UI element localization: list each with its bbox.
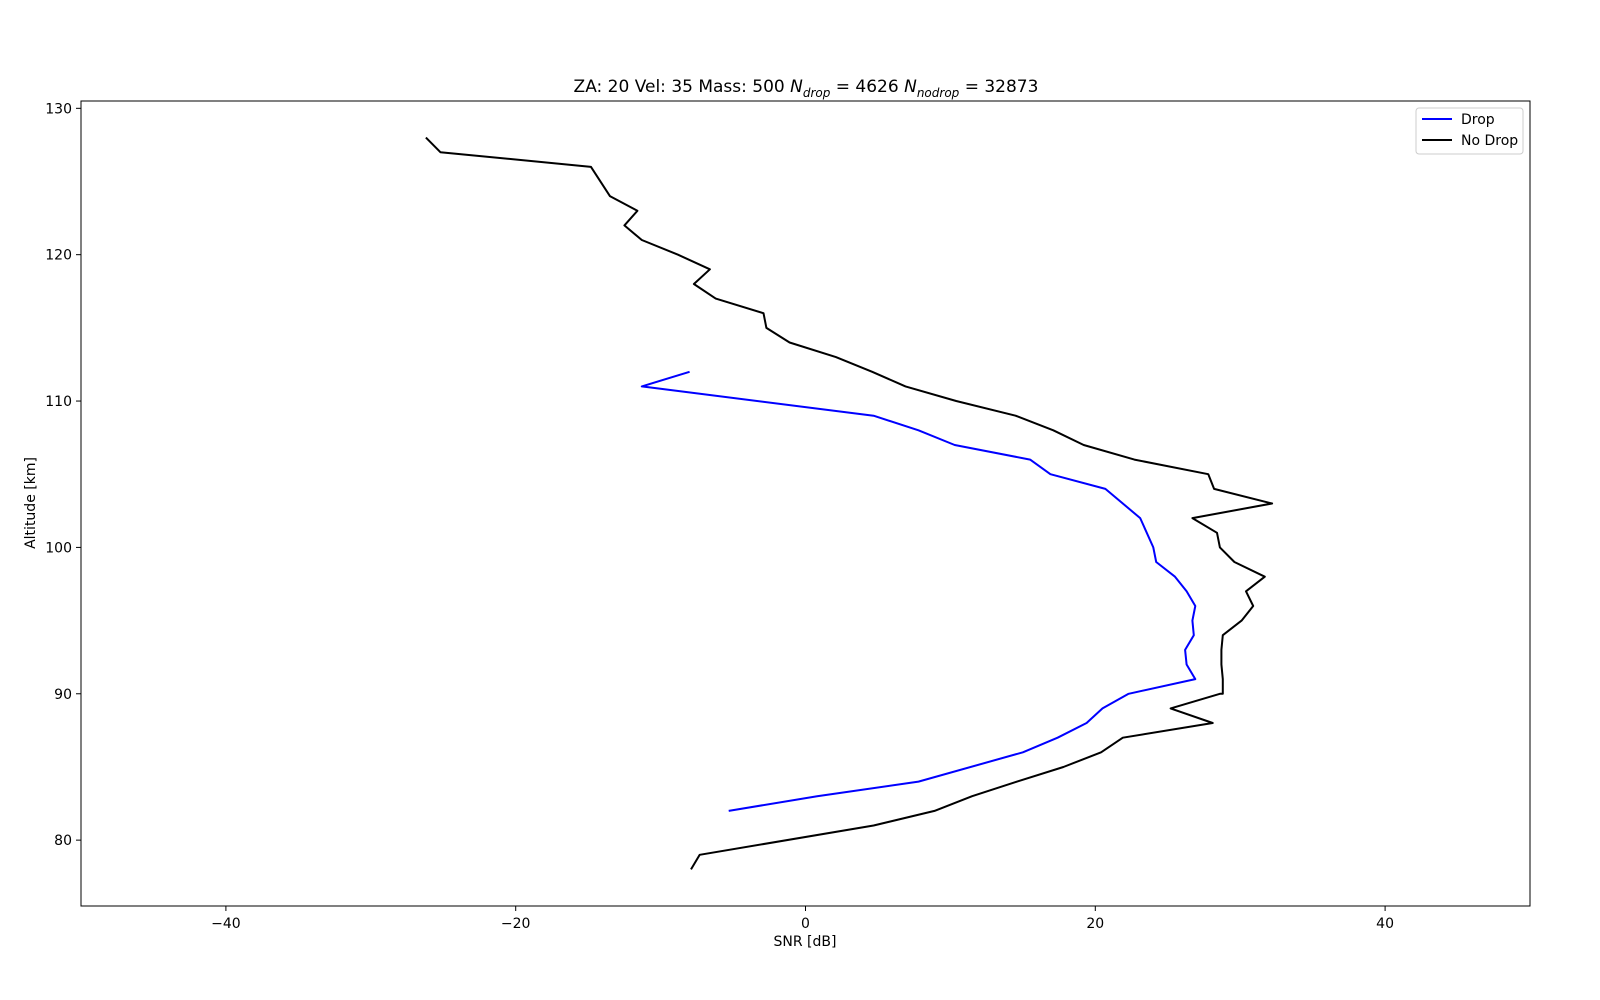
y-axis-label: Altitude [km] (23, 457, 39, 549)
plot-area (80, 100, 1531, 907)
y-tick-label: 130 (45, 101, 72, 117)
legend-label-no-drop: No Drop (1461, 133, 1518, 149)
y-tick-label: 100 (45, 540, 72, 556)
x-axis: −40 −20 0 20 40 (211, 906, 1394, 932)
legend: Drop No Drop (1415, 107, 1524, 155)
y-tick-label: 90 (54, 687, 72, 703)
y-tick-label: 120 (45, 248, 72, 264)
axes-frame (80, 100, 1531, 907)
y-axis: 80 90 100 110 120 130 (45, 101, 81, 849)
chart-title: ZA: 20 Vel: 35 Mass: 500 Ndrop = 4626 Nn… (574, 77, 1039, 100)
x-tick-label: 40 (1376, 916, 1394, 932)
x-tick-label: 0 (801, 916, 810, 932)
x-tick-label: 20 (1086, 916, 1104, 932)
x-axis-label: SNR [dB] (774, 934, 837, 950)
series-layer (425, 136, 1274, 870)
legend-label-drop: Drop (1461, 112, 1495, 128)
x-tick-label: −20 (501, 916, 531, 932)
y-tick-label: 110 (45, 394, 72, 410)
x-tick-label: −40 (211, 916, 241, 932)
series-line-no-drop (425, 136, 1274, 870)
y-tick-label: 80 (54, 833, 72, 849)
